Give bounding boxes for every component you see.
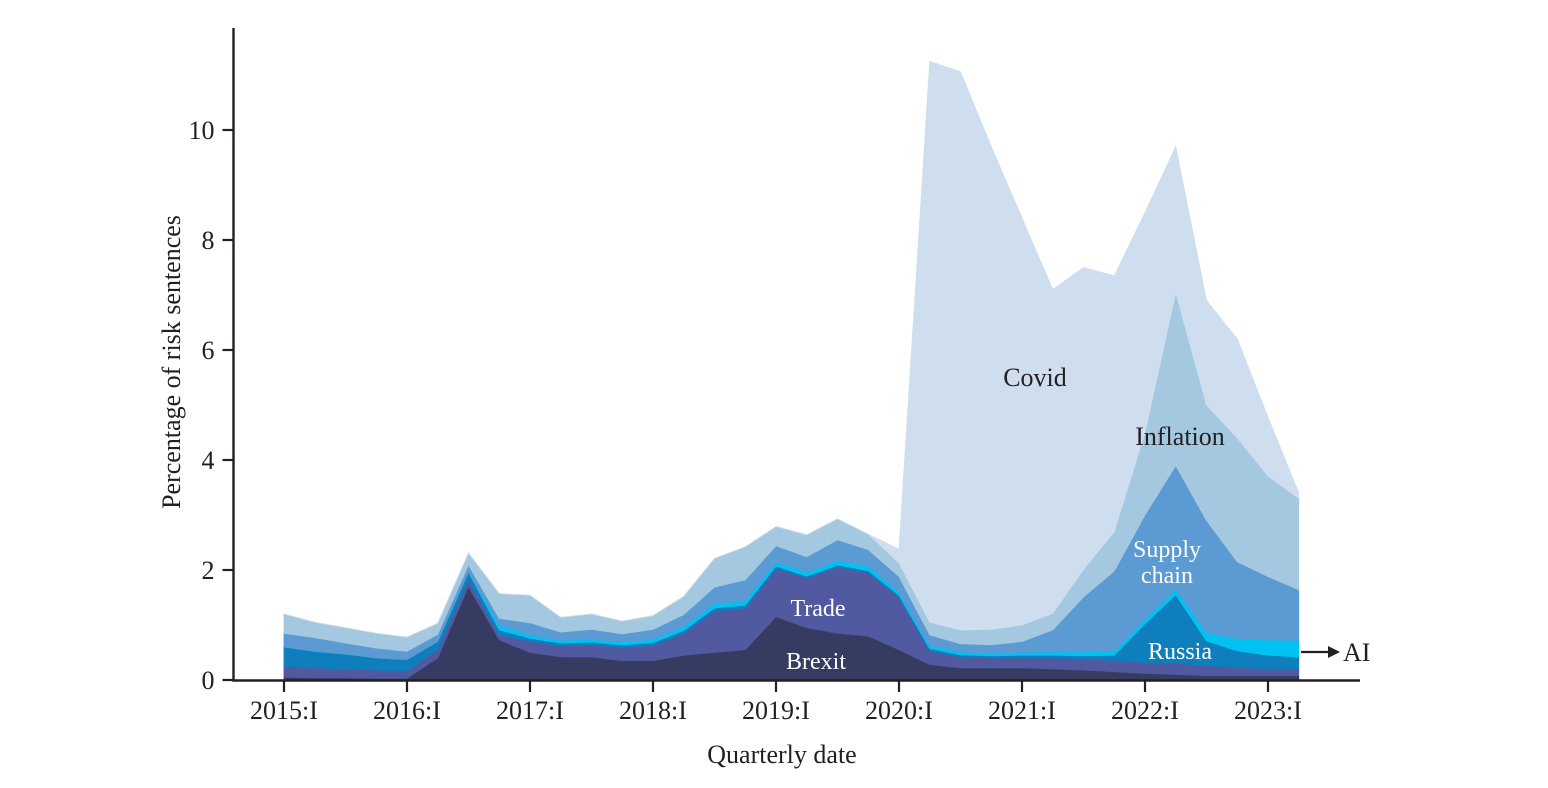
label-supply: Supply bbox=[1133, 537, 1201, 563]
label-russia: Russia bbox=[1148, 639, 1212, 665]
label-trade: Trade bbox=[790, 596, 845, 622]
label-brexit: Brexit bbox=[786, 649, 846, 675]
label-chain: chain bbox=[1141, 563, 1193, 589]
x-tick-label: 2023:I bbox=[1234, 696, 1302, 725]
x-tick-label: 2022:I bbox=[1111, 696, 1179, 725]
label-inflation: Inflation bbox=[1135, 422, 1225, 451]
y-axis-title: Percentage of risk sentences bbox=[157, 215, 186, 509]
ai-arrow-head bbox=[1328, 646, 1340, 658]
plot-areas bbox=[283, 60, 1300, 681]
x-tick-label: 2018:I bbox=[619, 696, 687, 725]
x-tick-label: 2017:I bbox=[496, 696, 564, 725]
y-tick-label: 4 bbox=[202, 446, 215, 475]
label-ai: AI bbox=[1343, 638, 1370, 667]
x-tick-label: 2015:I bbox=[250, 696, 318, 725]
area-covid bbox=[283, 60, 1300, 638]
y-tick-label: 6 bbox=[202, 336, 215, 365]
x-axis-title: Quarterly date bbox=[707, 740, 857, 769]
x-tick-label: 2016:I bbox=[373, 696, 441, 725]
axes: 0 2 4 6 8 10 2015:I 2016:I 2017:I 2018:I 2019:I 202… bbox=[189, 28, 1360, 725]
y-tick-label: 0 bbox=[202, 666, 215, 695]
x-tick-label: 2020:I bbox=[865, 696, 933, 725]
y-tick-label: 10 bbox=[189, 116, 215, 145]
label-covid: Covid bbox=[1003, 363, 1067, 392]
x-tick-label: 2021:I bbox=[988, 696, 1056, 725]
y-tick-label: 8 bbox=[202, 226, 215, 255]
x-tick-label: 2019:I bbox=[742, 696, 810, 725]
y-tick-label: 2 bbox=[202, 556, 215, 585]
